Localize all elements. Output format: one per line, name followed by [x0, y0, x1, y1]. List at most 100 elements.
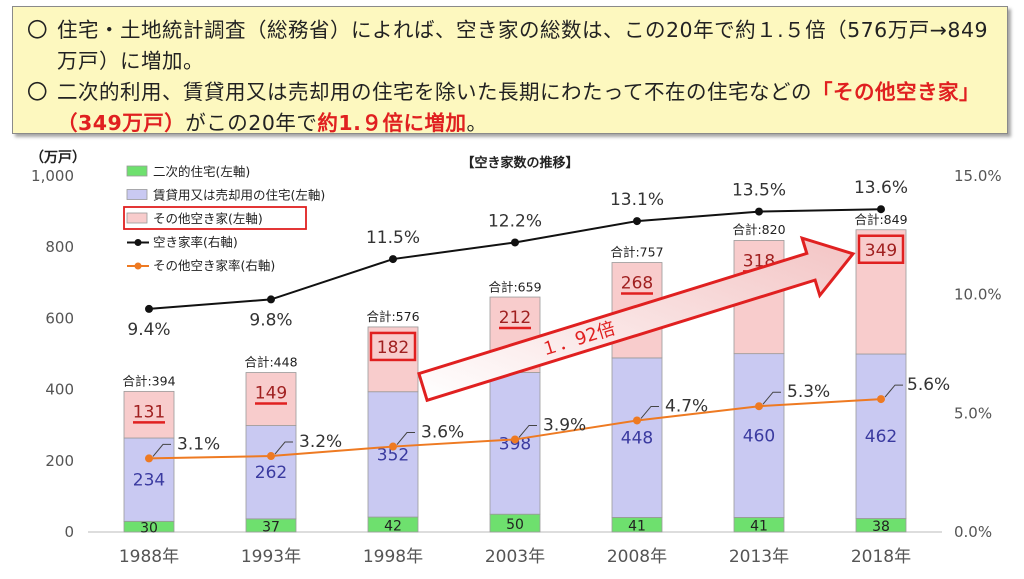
bar-value-label: 30	[140, 521, 158, 537]
line-point	[511, 435, 519, 444]
rate-label: 11.5%	[366, 228, 420, 248]
bar-segment	[123, 437, 175, 522]
leader-line	[152, 443, 171, 457]
bar-value-label: 38	[872, 519, 890, 535]
y2-tick-label: 10.0%	[954, 286, 1002, 304]
legend-highlight-box	[123, 206, 307, 230]
y-tick-label: 1,000	[31, 167, 74, 185]
rate-label: 5.3%	[787, 382, 830, 402]
bar-value-label: 448	[621, 429, 653, 449]
bar-total-label: 合計:757	[610, 245, 663, 260]
note-highlight-other-vacant: 「その他空き家」（349万戸）	[57, 80, 980, 135]
rate-label: 9.4%	[127, 320, 170, 340]
bar-value-label: 41	[628, 519, 646, 535]
rate-label: 12.2%	[488, 211, 542, 231]
x-tick-label: 1998年	[363, 547, 423, 567]
note-text-1: 住宅・土地統計調査（総務省）によれば、空き家の総数は、この20年で約１.５倍（5…	[57, 18, 989, 73]
highlight-box	[857, 234, 905, 265]
rate-label: 9.8%	[249, 310, 292, 330]
line-point	[633, 416, 641, 425]
x-tick-label: 2008年	[607, 547, 667, 567]
rate-label: 3.2%	[299, 432, 342, 452]
bar-total-label: 合計:820	[732, 222, 785, 237]
note-text-2-part-a: 二次的利用、賃貸用又は売却用の住宅を除いた長期にわたって不在の住宅などの	[57, 80, 812, 104]
bar-value-label: 37	[262, 519, 280, 535]
bar-value-label: 42	[384, 519, 402, 535]
rate-label: 4.7%	[665, 396, 708, 416]
bar-value-label: 352	[377, 445, 409, 465]
bar-segment	[245, 425, 297, 520]
x-tick-label: 1988年	[119, 547, 179, 567]
x-tick-label: 2018年	[851, 547, 911, 567]
y-axis-unit-label: （万戸）	[30, 150, 86, 166]
line-point	[145, 454, 153, 463]
note-text-2: 二次的利用、賃貸用又は売却用の住宅を除いた長期にわたって不在の住宅などの「その他…	[57, 77, 993, 139]
bar-total-label: 合計:849	[854, 212, 907, 227]
bar-value-label: 50	[506, 517, 524, 533]
bullet-circle-icon: 〇	[27, 80, 48, 104]
bar-value-label: 41	[750, 519, 768, 535]
note-line-1: 〇 住宅・土地統計調査（総務省）によれば、空き家の総数は、この20年で約１.５倍…	[27, 15, 993, 77]
y-tick-label: 800	[45, 238, 74, 256]
y2-tick-label: 15.0%	[954, 167, 1002, 185]
legend-label: その他空き家率(右軸)	[153, 258, 275, 273]
bar-value-label: 460	[743, 427, 775, 447]
bar-total-label: 合計:576	[366, 309, 419, 324]
line-point	[267, 295, 275, 304]
y2-tick-label: 5.0%	[954, 404, 992, 422]
note-text-2-part-c: 。	[466, 111, 488, 135]
bar-segment	[733, 353, 785, 518]
legend-label: 二次的住宅(左軸)	[153, 164, 250, 179]
y2-tick-label: 0.0%	[954, 523, 992, 541]
note-text-2-part-b: がこの20年で	[185, 111, 318, 135]
bar-segment	[245, 372, 297, 426]
leader-line	[274, 441, 293, 455]
bar-total-label: 合計:448	[244, 355, 297, 370]
legend-swatch	[126, 189, 148, 200]
y-tick-label: 200	[45, 452, 74, 470]
bar-value-label: 262	[255, 463, 287, 483]
rate-label: 5.6%	[907, 375, 950, 395]
legend-marker	[134, 239, 142, 246]
bar-value-label: 462	[865, 427, 897, 447]
legend-label: その他空き家(左軸)	[153, 211, 263, 226]
bar-value-label: 349	[865, 241, 897, 261]
legend-label: 空き家率(右軸)	[153, 235, 238, 250]
rate-label: 3.9%	[543, 415, 586, 435]
leader-line	[762, 391, 781, 405]
leader-line	[396, 432, 415, 445]
leader-line	[640, 405, 659, 419]
legend-marker	[134, 262, 142, 270]
bar-value-label: 268	[621, 274, 653, 294]
bullet-circle-icon: 〇	[27, 18, 48, 42]
bar-segment	[123, 390, 175, 439]
line-point	[877, 205, 885, 214]
x-tick-label: 1993年	[241, 547, 301, 567]
bar-value-label: 212	[499, 308, 531, 328]
rate-label: 13.5%	[732, 181, 786, 201]
line-point	[389, 442, 397, 451]
bar-value-label: 149	[255, 384, 287, 404]
bar-value-label: 234	[133, 471, 165, 491]
bar-value-label: 131	[133, 402, 165, 422]
rate-label: 3.1%	[177, 434, 220, 454]
chart-title: 【空き家数の推移】	[461, 155, 578, 171]
bar-segment	[855, 353, 907, 519]
leader-line	[884, 384, 903, 398]
line-point	[145, 304, 153, 313]
rate-label: 13.6%	[854, 178, 908, 198]
y-tick-label: 400	[45, 381, 74, 399]
line-point	[389, 255, 397, 264]
bar-segment	[367, 391, 419, 518]
x-tick-label: 2013年	[729, 547, 789, 567]
summary-note-box: 〇 住宅・土地統計調査（総務省）によれば、空き家の総数は、この20年で約１.５倍…	[12, 6, 1008, 135]
line-point	[755, 402, 763, 411]
legend-swatch	[126, 165, 148, 177]
highlight-box	[369, 331, 417, 362]
legend-swatch	[126, 212, 148, 224]
bar-segment	[611, 357, 663, 518]
line-point	[633, 217, 641, 226]
note-line-2: 〇 二次的利用、賃貸用又は売却用の住宅を除いた長期にわたって不在の住宅などの「そ…	[27, 77, 993, 139]
bar-total-label: 合計:659	[488, 279, 541, 294]
